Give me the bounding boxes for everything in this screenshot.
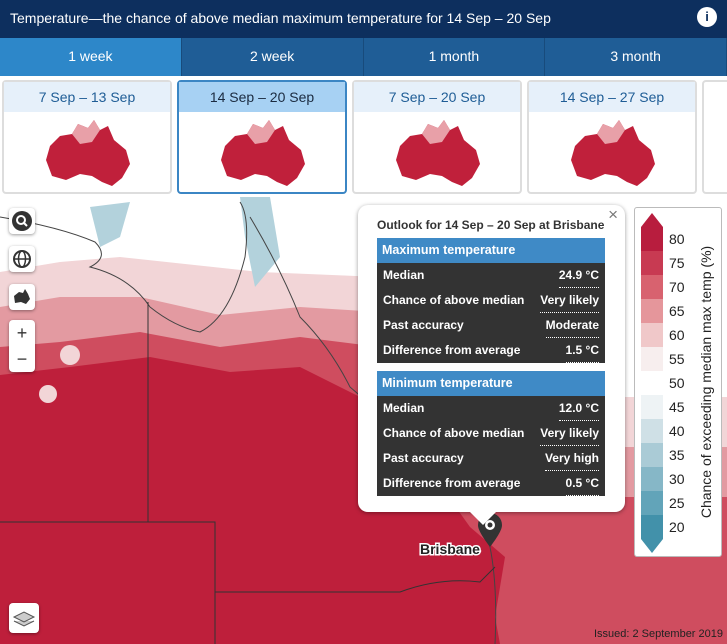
legend-arrow-bottom [641, 539, 663, 553]
row-label: Median [383, 268, 425, 282]
row-value: 0.5 °C [565, 473, 599, 496]
row-label: Median [383, 401, 425, 415]
period-card[interactable]: 7 Sep – 13 Sep [2, 80, 172, 194]
section-heading: Maximum temperature [377, 238, 605, 263]
period-card[interactable]: 7 Sep – 20 Sep [352, 80, 522, 194]
thumbnail [46, 120, 130, 186]
info-row: Difference from average 0.5 °C [377, 471, 605, 496]
tab[interactable]: 3 month [545, 38, 727, 76]
popup: Outlook for 14 Sep – 20 Sep at Brisbane … [358, 205, 625, 525]
legend-swatch [641, 515, 663, 539]
header: Temperature—the chance of above median m… [0, 0, 727, 38]
info-row: Past accuracy Very high [377, 446, 605, 471]
legend-tick-label: 40 [669, 423, 685, 439]
tab[interactable]: 2 week [181, 38, 364, 76]
legend-swatch [641, 371, 663, 395]
legend-swatch [641, 443, 663, 467]
legend: 80 75 70 65 60 55 50 45 40 35 30 25 20 Chance of exce… [634, 207, 722, 557]
legend-swatch [641, 491, 663, 515]
legend-tick-label: 55 [669, 351, 685, 367]
legend-swatch [641, 467, 663, 491]
row-label: Difference from average [383, 476, 521, 490]
row-label: Past accuracy [383, 318, 464, 332]
legend-swatch [641, 323, 663, 347]
row-value: Very likely [540, 290, 599, 313]
legend-tick-label: 75 [669, 255, 685, 271]
legend-swatch [641, 251, 663, 275]
row-label: Chance of above median [383, 426, 525, 440]
issued-date: Issued: 2 September 2019 [593, 628, 723, 640]
legend-swatch [641, 275, 663, 299]
row-label: Chance of above median [383, 293, 525, 307]
place-label: Brisbane [420, 541, 480, 557]
legend-tick-label: 20 [669, 519, 685, 535]
legend-title: Chance of exceeding median max temp (%) [698, 246, 714, 518]
legend-tick-label: 65 [669, 303, 685, 319]
info-row: Median 24.9 °C [377, 263, 605, 288]
period-label: 14 Sep – 20 Sep [179, 82, 345, 112]
info-row: Chance of above median Very likely [377, 288, 605, 313]
row-value: 24.9 °C [558, 265, 599, 288]
info-button[interactable]: i [697, 7, 717, 27]
period-cards: 7 Sep – 13 Sep 14 Sep – 20 Sep 7 Sep – 20 … [0, 78, 727, 196]
info-row: Difference from average 1.5 °C [377, 338, 605, 363]
zoom-out[interactable]: − [16, 349, 28, 369]
row-label: Past accuracy [383, 451, 464, 465]
popup-section: Maximum temperature Median 24.9 °C Chance o… [377, 238, 605, 363]
popup-title: Outlook for 14 Sep – 20 Sep at Brisbane [377, 218, 605, 232]
tabs: 1 week 2 week 1 month 3 month [0, 38, 727, 76]
legend-tick-label: 60 [669, 327, 685, 343]
legend-arrow-top [641, 213, 663, 227]
legend-tick-label: 35 [669, 447, 685, 463]
title: Temperature—the chance of above median m… [10, 10, 551, 26]
legend-swatch [641, 347, 663, 371]
row-value: Moderate [545, 315, 599, 338]
globe-button[interactable] [9, 246, 35, 272]
row-value: 1.5 °C [565, 340, 599, 363]
period-card[interactable]: 14 Sep – 20 Sep [177, 80, 347, 194]
period-label: 14 Sep – 27 Sep [529, 82, 695, 112]
period-label: 7 Sep – 20 Sep [354, 82, 520, 112]
legend-tick-label: 70 [669, 279, 685, 295]
legend-swatch [641, 395, 663, 419]
info-row: Chance of above median Very likely [377, 421, 605, 446]
zoom-in[interactable]: + [16, 323, 28, 343]
row-value: Very likely [540, 423, 599, 446]
period-label: 7 Sep – 13 Sep [4, 82, 170, 112]
thumbnail [396, 120, 480, 186]
period-card[interactable]: 14 Sep – 27 Sep [527, 80, 697, 194]
tab[interactable]: 1 month [363, 38, 546, 76]
section-heading: Minimum temperature [377, 371, 605, 396]
legend-tick-label: 45 [669, 399, 685, 415]
tab[interactable]: 1 week [0, 38, 182, 76]
legend-tick-label: 30 [669, 471, 685, 487]
popup-section: Minimum temperature Median 12.0 °C Chance o… [377, 371, 605, 496]
legend-swatch [641, 299, 663, 323]
row-value: 12.0 °C [558, 398, 599, 421]
legend-tick-label: 80 [669, 231, 685, 247]
legend-tick-label: 25 [669, 495, 685, 511]
legend-swatch [641, 227, 663, 251]
row-value: Very high [544, 448, 599, 471]
thumbnail [221, 120, 305, 186]
info-row: Median 12.0 °C [377, 396, 605, 421]
period-card [702, 80, 727, 194]
layers-button[interactable] [9, 603, 39, 633]
australia-button[interactable] [9, 284, 35, 310]
info-row: Past accuracy Moderate [377, 313, 605, 338]
legend-swatch [641, 419, 663, 443]
zoom-controls: + − [9, 320, 35, 372]
search-button[interactable] [9, 208, 35, 234]
thumbnail [571, 120, 655, 186]
legend-tick-label: 50 [669, 375, 685, 391]
row-label: Difference from average [383, 343, 521, 357]
close-button[interactable]: × [608, 205, 618, 224]
